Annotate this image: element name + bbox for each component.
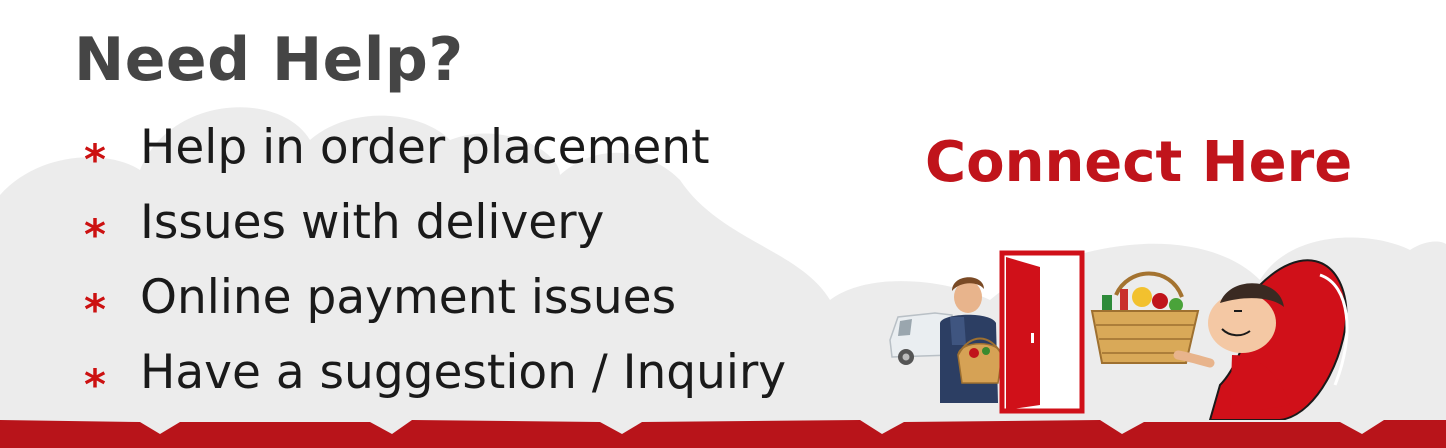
red-door-icon (999, 250, 1085, 414)
help-topic-label: Help in order placement (140, 120, 710, 175)
delivery-illustration (889, 250, 1349, 420)
page-title: Need Help? (74, 25, 464, 95)
asterisk-icon: * (84, 134, 106, 184)
list-item: * Online payment issues (84, 260, 786, 335)
delivery-man-icon (940, 277, 1003, 403)
help-topic-label: Have a suggestion / Inquiry (140, 345, 787, 400)
list-item: * Issues with delivery (84, 185, 786, 260)
list-item: * Have a suggestion / Inquiry (84, 335, 786, 410)
connect-here-link[interactable]: Connect Here (925, 130, 1353, 195)
asterisk-icon: * (84, 359, 106, 409)
delivery-van-icon (889, 312, 953, 365)
relaxed-customer-icon (1208, 259, 1349, 420)
asterisk-icon: * (84, 284, 106, 334)
asterisk-icon: * (84, 209, 106, 259)
help-topic-label: Issues with delivery (140, 195, 605, 250)
grocery-basket-icon (1090, 271, 1215, 368)
help-topics-list: * Help in order placement * Issues with … (84, 110, 786, 410)
help-topic-label: Online payment issues (140, 270, 677, 325)
bottom-red-band (0, 420, 1446, 448)
list-item: * Help in order placement (84, 110, 786, 185)
